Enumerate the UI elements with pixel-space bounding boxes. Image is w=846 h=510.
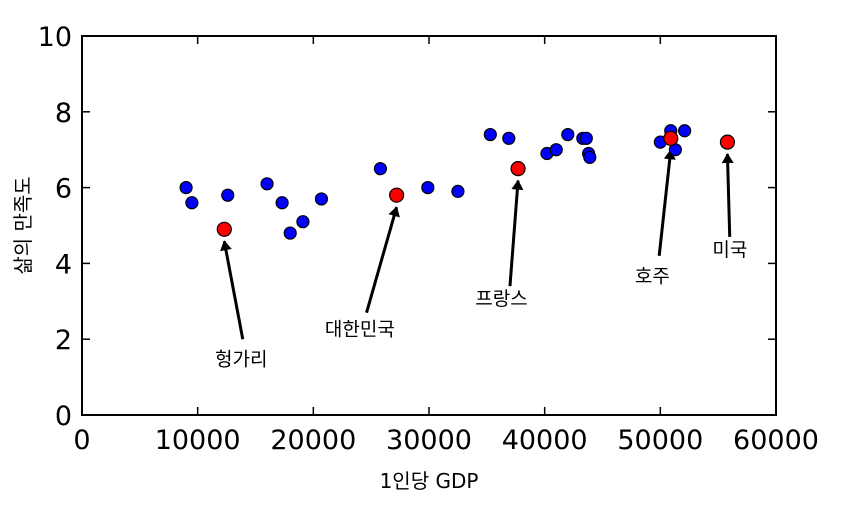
- highlighted-point: [510, 161, 526, 177]
- data-point: [451, 184, 465, 198]
- data-points: [179, 124, 736, 240]
- data-point: [561, 127, 575, 142]
- data-point: [221, 188, 235, 202]
- data-point: [275, 196, 289, 210]
- highlighted-point: [719, 134, 736, 150]
- annotation-arrow: [508, 179, 524, 287]
- annotation-arrow: [721, 153, 734, 237]
- x-tick-label: 50000: [617, 425, 703, 456]
- data-point: [373, 162, 388, 176]
- highlighted-point: [216, 221, 232, 237]
- data-point: [579, 131, 593, 145]
- data-point: [483, 127, 497, 142]
- data-point: [549, 143, 563, 157]
- x-tick-label: 40000: [502, 425, 588, 456]
- annotation-label: 호주: [635, 265, 670, 287]
- x-tick-label: 0: [73, 425, 90, 456]
- x-axis-label: 1인당 GDP: [380, 469, 479, 493]
- annotation-label: 대한민국: [325, 318, 395, 340]
- data-point: [314, 192, 329, 206]
- data-point: [583, 150, 597, 164]
- data-point: [185, 196, 199, 210]
- annotation-arrow: [365, 206, 400, 314]
- axis-ticks: 0 10000 20000 30000 40000 50000 60000 0 2 4 6 8 10: [38, 22, 819, 456]
- data-point: [260, 177, 274, 191]
- x-tick-label: 30000: [386, 425, 472, 456]
- x-tick-label: 10000: [155, 425, 241, 456]
- y-tick-label: 8: [55, 98, 72, 129]
- data-point: [283, 226, 297, 240]
- y-tick-label: 0: [55, 401, 72, 432]
- x-tick-label: 60000: [733, 425, 819, 456]
- annotation-label: 헝가리: [215, 349, 267, 371]
- highlighted-point: [389, 187, 405, 203]
- annotation-arrow: [220, 240, 245, 340]
- y-tick-label: 2: [55, 325, 72, 356]
- annotation-label: 미국: [712, 239, 747, 261]
- plot-area: [81, 35, 777, 416]
- y-axis-label: 삶의 만족도: [11, 176, 35, 274]
- annotation-label: 프랑스: [475, 288, 527, 310]
- y-tick-label: 4: [55, 249, 72, 280]
- data-point: [678, 124, 692, 138]
- y-tick-label: 10: [38, 22, 72, 53]
- annotation-arrow: [657, 149, 676, 256]
- highlighted-point: [663, 130, 679, 146]
- annotations: 헝가리 대한민국 프랑스 호주 미국: [215, 149, 747, 371]
- y-tick-label: 6: [55, 174, 72, 205]
- data-point: [179, 181, 193, 195]
- data-point: [502, 131, 516, 145]
- x-tick-label: 20000: [270, 425, 356, 456]
- data-point: [421, 181, 435, 195]
- data-point: [296, 215, 310, 229]
